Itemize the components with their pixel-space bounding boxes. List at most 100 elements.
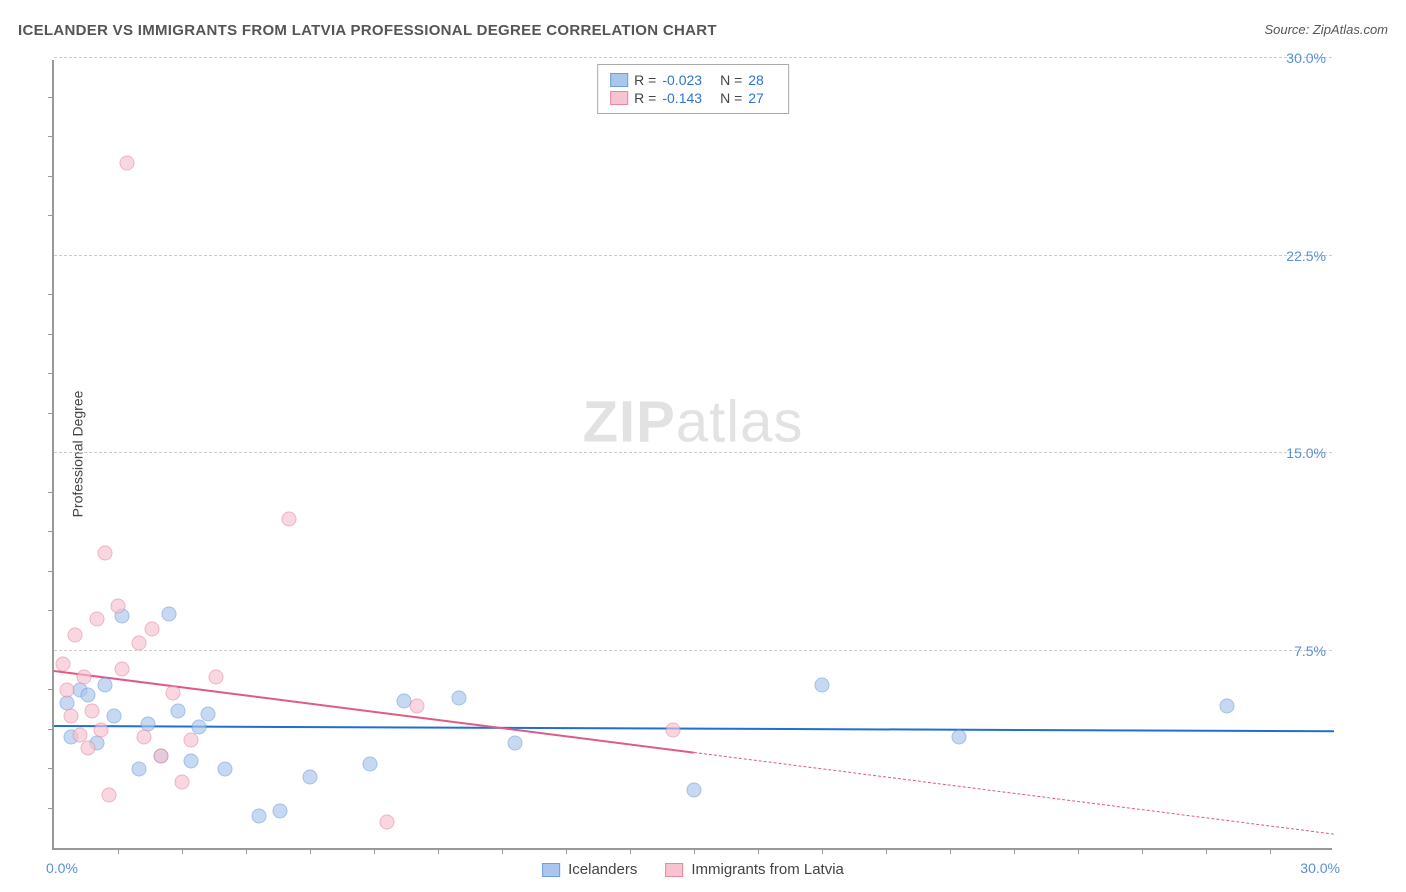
watermark-rest: atlas [676,390,804,455]
data-point [665,722,680,737]
data-point [59,683,74,698]
n-label: N = [720,72,742,88]
y-minor-tick [48,808,54,809]
swatch-icon [665,863,683,877]
data-point [81,740,96,755]
x-minor-tick [758,848,759,854]
x-minor-tick [1078,848,1079,854]
legend-label: Immigrants from Latvia [691,861,844,878]
y-minor-tick [48,136,54,137]
data-point [209,669,224,684]
watermark: ZIPatlas [583,389,804,456]
data-point [98,546,113,561]
y-minor-tick [48,176,54,177]
y-minor-tick [48,768,54,769]
n-value: 27 [748,90,764,106]
y-tick-label: 22.5% [1286,248,1326,264]
data-point [192,719,207,734]
data-point [132,762,147,777]
gridline [54,255,1332,256]
x-minor-tick [1014,848,1015,854]
stats-row-1: R = -0.143 N = 27 [610,89,776,107]
x-minor-tick [1142,848,1143,854]
data-point [409,698,424,713]
data-point [145,622,160,637]
x-minor-tick [438,848,439,854]
series-legend: Icelanders Immigrants from Latvia [542,861,844,878]
data-point [217,762,232,777]
data-point [85,704,100,719]
y-minor-tick [48,492,54,493]
y-minor-tick [48,413,54,414]
x-minor-tick [566,848,567,854]
r-label: R = [634,72,656,88]
data-point [687,783,702,798]
data-point [119,156,134,171]
y-tick-label: 7.5% [1294,643,1326,659]
x-minor-tick [630,848,631,854]
data-point [815,677,830,692]
stats-legend: R = -0.023 N = 28 R = -0.143 N = 27 [597,64,789,114]
legend-label: Icelanders [568,861,637,878]
data-point [153,748,168,763]
r-value: -0.143 [662,90,702,106]
data-point [379,814,394,829]
data-point [303,769,318,784]
x-minor-tick [182,848,183,854]
y-minor-tick [48,689,54,690]
y-minor-tick [48,215,54,216]
stats-row-0: R = -0.023 N = 28 [610,71,776,89]
data-point [106,709,121,724]
data-point [132,635,147,650]
y-minor-tick [48,97,54,98]
data-point [98,677,113,692]
gridline [54,57,1332,58]
y-minor-tick [48,729,54,730]
data-point [93,722,108,737]
y-tick-label: 30.0% [1286,50,1326,66]
data-point [166,685,181,700]
y-minor-tick [48,294,54,295]
data-point [281,511,296,526]
x-minor-tick [310,848,311,854]
swatch-icon [610,73,628,87]
data-point [452,690,467,705]
data-point [362,756,377,771]
n-value: 28 [748,72,764,88]
data-point [175,775,190,790]
data-point [162,606,177,621]
y-minor-tick [48,334,54,335]
data-point [81,688,96,703]
data-point [183,754,198,769]
legend-item-1: Immigrants from Latvia [665,861,844,878]
data-point [89,611,104,626]
x-minor-tick [246,848,247,854]
data-point [200,706,215,721]
watermark-bold: ZIP [583,390,676,455]
x-minor-tick [1206,848,1207,854]
trend-line [54,725,1334,732]
gridline [54,650,1332,651]
swatch-icon [542,863,560,877]
data-point [111,598,126,613]
data-point [55,656,70,671]
data-point [76,669,91,684]
data-point [115,661,130,676]
x-minor-tick [822,848,823,854]
x-tick-start: 0.0% [46,860,78,876]
r-value: -0.023 [662,72,702,88]
r-label: R = [634,90,656,106]
data-point [68,627,83,642]
y-minor-tick [48,610,54,611]
x-minor-tick [886,848,887,854]
x-minor-tick [502,848,503,854]
data-point [64,709,79,724]
data-point [273,804,288,819]
y-axis-label: Professional Degree [69,391,85,518]
data-point [170,704,185,719]
data-point [136,730,151,745]
data-point [951,730,966,745]
data-point [1220,698,1235,713]
y-minor-tick [48,531,54,532]
plot-area: Professional Degree ZIPatlas 7.5%15.0%22… [52,60,1332,850]
